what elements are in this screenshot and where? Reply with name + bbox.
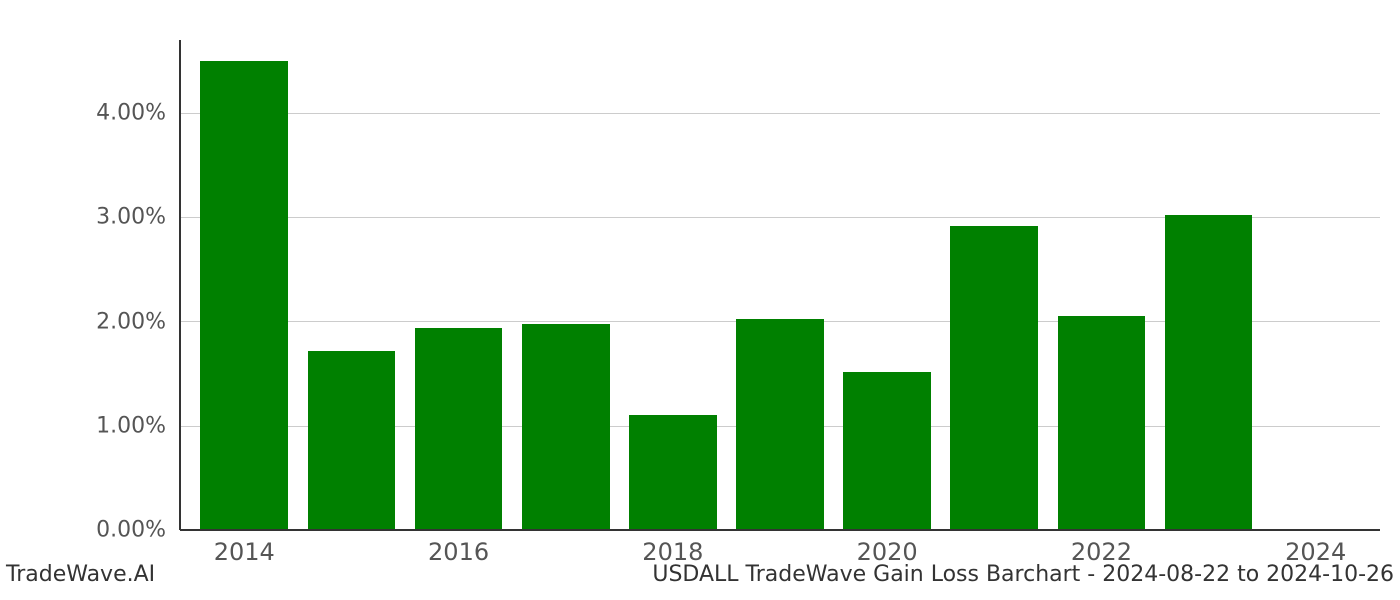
y-axis-line	[179, 40, 181, 530]
plot-area: 0.00%1.00%2.00%3.00%4.00%201420162018202…	[180, 40, 1380, 530]
x-tick-label: 2016	[428, 538, 489, 566]
bar-2018	[629, 415, 717, 530]
x-axis-line	[180, 529, 1380, 531]
x-tick-label: 2014	[214, 538, 275, 566]
chart-caption: USDALL TradeWave Gain Loss Barchart - 20…	[652, 562, 1394, 587]
y-tick-label: 1.00%	[96, 413, 166, 438]
y-tick-label: 2.00%	[96, 309, 166, 334]
brand-label: TradeWave.AI	[6, 562, 155, 587]
y-tick-label: 3.00%	[96, 205, 166, 230]
bar-2017	[522, 324, 610, 530]
bar-2016	[415, 328, 503, 530]
bar-2022	[1058, 316, 1146, 530]
y-tick-label: 0.00%	[96, 518, 166, 543]
chart-container: 0.00%1.00%2.00%3.00%4.00%201420162018202…	[0, 0, 1400, 600]
grid-line	[180, 113, 1380, 114]
bar-2020	[843, 372, 931, 530]
y-tick-label: 4.00%	[96, 100, 166, 125]
bar-2015	[308, 351, 396, 530]
bar-2019	[736, 319, 824, 530]
bar-2021	[950, 226, 1038, 530]
bar-2023	[1165, 215, 1253, 530]
bar-2014	[200, 61, 288, 530]
